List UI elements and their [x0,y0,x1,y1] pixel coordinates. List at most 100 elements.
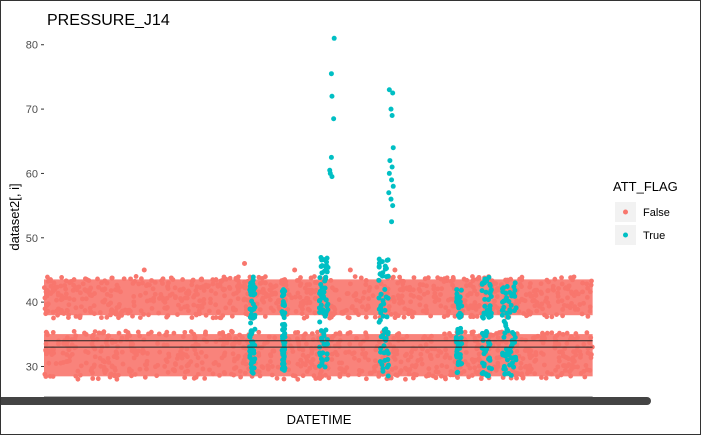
false-point [390,274,396,280]
false-point [464,283,469,289]
false-point [360,295,366,301]
false-point [470,278,476,284]
false-point [63,286,69,292]
false-point [363,282,369,288]
false-point [541,362,547,368]
false-point [406,371,412,377]
false-point [115,372,121,378]
false-point [128,368,134,374]
false-point [423,342,429,347]
true-point [329,174,335,180]
false-point [91,311,97,317]
false-point [374,284,380,290]
false-point [433,375,439,381]
false-point [386,304,392,309]
false-point [77,313,83,319]
false-point [318,368,324,373]
y-tick-label: 30 [26,361,38,373]
false-point [54,308,60,314]
false-point [210,371,216,377]
false-point [562,363,567,368]
false-point [73,373,79,379]
false-point [215,309,221,315]
false-point [562,368,568,373]
false-point [332,307,338,312]
false-point [315,329,320,335]
false-point [307,365,313,371]
false-point [363,314,369,320]
false-point [147,297,153,303]
false-point [534,308,540,314]
false-point [306,287,312,293]
false-point [206,308,212,314]
false-point [63,291,69,297]
false-point [550,283,556,289]
false-point [82,308,88,313]
false-point [560,350,565,356]
true-point [482,296,488,302]
true-point [323,327,329,333]
true-point [383,326,389,332]
false-point [424,283,429,289]
true-point [458,312,464,318]
false-point [43,289,49,295]
true-point [390,203,396,209]
false-point [123,328,129,334]
false-point [83,331,89,337]
false-point [326,375,332,381]
false-point [391,299,397,305]
false-point [363,351,369,356]
false-point [192,336,198,342]
false-point [455,375,460,380]
false-point [589,278,594,284]
false-point [582,374,588,380]
false-point [138,308,144,314]
false-point [359,368,365,374]
false-point [353,292,359,298]
false-point [365,303,371,309]
false-point [431,294,437,300]
false-point [377,339,382,345]
chart-title: PRESSURE_J14 [47,12,170,29]
false-point [358,341,363,347]
false-point [564,330,570,336]
false-point [129,373,134,379]
false-point [553,367,559,373]
y-tick-label: 80 [26,40,38,52]
false-point [104,314,110,320]
false-point [130,313,135,319]
false-point [201,288,207,293]
false-point [193,341,199,347]
y-tick-label: 40 [26,297,38,309]
false-point [116,330,122,336]
false-point [555,374,560,380]
false-point [340,368,346,374]
false-point [97,310,103,315]
false-point [307,307,312,313]
false-point [213,302,219,308]
false-point [271,348,277,354]
false-point [516,309,522,314]
false-point [227,286,233,291]
false-point [223,305,229,311]
false-point [222,370,228,376]
false-point [448,369,454,375]
true-point [321,268,327,274]
false-point [527,352,532,358]
false-point [432,299,438,304]
true-point [486,339,492,345]
false-point [533,293,539,298]
false-point [221,274,227,280]
false-point [366,288,372,293]
true-point [281,302,287,308]
false-point [567,369,573,375]
false-point [555,290,561,296]
true-point [247,355,253,361]
false-point [144,283,149,289]
true-point [377,359,383,365]
false-point [182,369,188,375]
false-point [222,293,227,299]
false-point [585,313,591,319]
false-point [577,302,583,307]
true-point [321,341,327,347]
